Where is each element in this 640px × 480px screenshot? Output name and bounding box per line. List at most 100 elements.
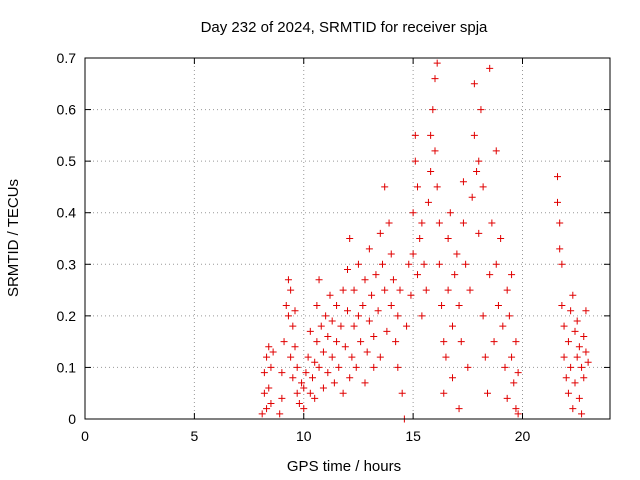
data-point	[571, 327, 579, 335]
data-point	[403, 322, 411, 330]
data-point	[293, 389, 301, 397]
data-point	[284, 312, 292, 320]
data-point	[311, 358, 319, 366]
data-point	[324, 332, 332, 340]
data-point	[468, 193, 476, 201]
y-tick-label: 0.6	[57, 102, 77, 118]
y-tick-label: 0.5	[57, 153, 77, 169]
data-point	[418, 312, 426, 320]
data-point	[479, 312, 487, 320]
data-point	[260, 389, 268, 397]
data-point	[554, 198, 561, 206]
data-point	[492, 260, 500, 268]
data-point	[580, 374, 588, 382]
data-point	[295, 400, 303, 408]
data-point	[381, 183, 389, 191]
data-point	[370, 332, 378, 340]
data-point	[291, 307, 299, 315]
data-point	[459, 178, 467, 186]
x-tick-label: 0	[81, 428, 89, 444]
data-point	[464, 363, 472, 371]
y-tick-label: 0.4	[57, 205, 77, 221]
data-point	[370, 363, 378, 371]
data-point	[315, 363, 323, 371]
data-point	[333, 338, 341, 346]
data-point	[361, 276, 369, 284]
data-point	[427, 131, 435, 139]
data-point	[350, 286, 358, 294]
data-point	[578, 410, 586, 418]
data-point	[573, 317, 581, 325]
data-point	[414, 183, 421, 191]
data-point	[444, 235, 452, 242]
data-point	[309, 374, 316, 382]
data-point	[282, 302, 290, 310]
data-point	[368, 291, 376, 299]
axis-ticks: 0 0.1 0.2 0.3 0.4 0.5 0.6 0.7 0 5 10 15 20	[57, 50, 610, 444]
data-point	[385, 219, 393, 227]
data-point	[505, 312, 513, 320]
data-point	[514, 410, 522, 418]
data-point	[311, 394, 319, 402]
data-point	[306, 327, 314, 335]
data-point	[300, 405, 308, 413]
data-point	[422, 286, 430, 294]
data-point	[267, 363, 275, 371]
data-point	[475, 157, 483, 165]
data-point	[462, 260, 470, 268]
data-point	[265, 384, 273, 392]
x-axis-label: GPS time / hours	[287, 458, 401, 475]
data-point	[379, 260, 386, 268]
data-point	[578, 363, 586, 371]
data-point	[411, 131, 419, 139]
data-point	[470, 80, 478, 88]
data-point	[475, 229, 483, 237]
data-point	[407, 291, 415, 299]
data-point	[339, 286, 347, 294]
data-point	[278, 394, 286, 402]
data-point	[269, 348, 277, 356]
data-point	[567, 307, 575, 315]
data-point	[512, 338, 520, 346]
x-tick-label: 20	[515, 428, 531, 444]
data-point	[287, 353, 295, 361]
data-point	[287, 286, 295, 294]
data-point	[497, 235, 505, 242]
data-point	[433, 59, 441, 67]
data-point	[365, 245, 373, 253]
data-point	[573, 353, 581, 361]
data-point	[418, 219, 426, 227]
data-point	[328, 353, 336, 361]
y-tick-label: 0.1	[57, 359, 77, 375]
data-point	[582, 307, 590, 315]
data-point	[470, 131, 478, 139]
y-tick-label: 0.2	[57, 308, 77, 324]
data-point	[569, 291, 577, 299]
data-point	[267, 400, 275, 408]
data-point	[514, 369, 522, 377]
data-point	[302, 369, 310, 377]
data-point	[313, 302, 321, 310]
data-point	[451, 271, 459, 279]
data-point	[337, 322, 345, 330]
data-point	[260, 369, 268, 377]
data-point	[431, 75, 439, 83]
data-point	[341, 343, 349, 351]
data-point	[486, 271, 494, 279]
data-point	[346, 374, 354, 382]
data-point	[284, 276, 292, 284]
plot-frame	[84, 57, 611, 420]
data-point	[571, 379, 579, 387]
data-point	[304, 353, 312, 361]
data-point	[455, 405, 463, 413]
data-point	[361, 379, 369, 387]
data-point	[558, 302, 566, 310]
data-point	[405, 260, 413, 268]
data-point	[350, 322, 358, 330]
data-point	[293, 363, 301, 371]
data-point	[558, 260, 566, 268]
data-point	[481, 353, 489, 361]
data-point	[435, 260, 443, 268]
data-point	[394, 312, 402, 320]
